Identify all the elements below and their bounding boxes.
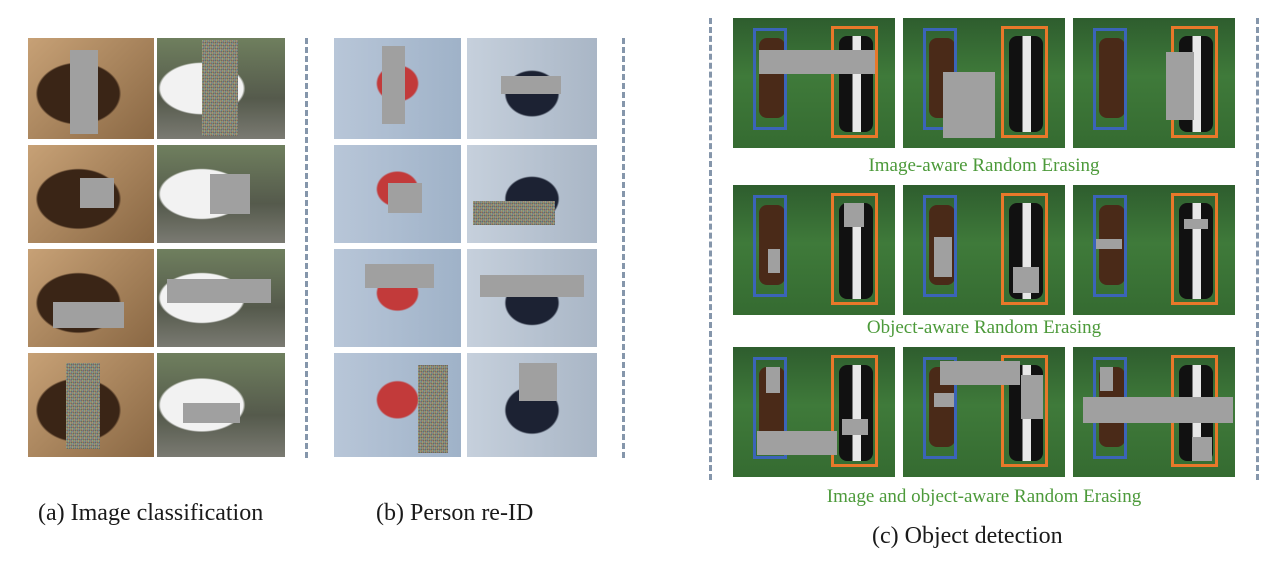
erased-patch (167, 279, 271, 303)
erased-patch (519, 363, 557, 401)
erased-patch (943, 72, 995, 138)
bbox-blue (923, 357, 957, 459)
bbox-orange (831, 193, 878, 305)
erased-patch (1083, 397, 1233, 423)
bbox-orange (1171, 193, 1218, 305)
noise-patch (66, 363, 100, 449)
erased-patch (1021, 375, 1043, 419)
bbox-orange (1001, 193, 1048, 305)
erased-patch (759, 50, 875, 74)
horse-black-white (1009, 36, 1043, 132)
dog-photo-1 (28, 38, 154, 139)
erased-patch (1013, 267, 1039, 293)
bbox-orange (1001, 26, 1048, 138)
erased-patch (365, 264, 434, 288)
erased-patch (80, 178, 114, 208)
caption-image-classification: (a) Image classification (38, 500, 264, 526)
bbox-orange (1001, 355, 1048, 467)
caption-person-reid: (b) Person re-ID (376, 500, 534, 526)
car-photo-4 (157, 353, 285, 457)
erased-patch (842, 419, 868, 435)
divider-left (305, 38, 308, 458)
horse-photo-r3c3 (1073, 347, 1235, 477)
person-photo-5 (467, 38, 597, 139)
erased-patch (1166, 52, 1194, 120)
erased-patch (768, 249, 780, 273)
bbox-blue (1093, 28, 1127, 130)
bbox-blue (753, 357, 787, 459)
car-photo-1 (157, 38, 285, 139)
subcaption-row3: Image and object-aware Random Erasing (826, 486, 1142, 507)
erased-patch (766, 367, 780, 393)
horse-photo-r2c3 (1073, 185, 1235, 315)
caption-object-detection: (c) Object detection (872, 523, 1063, 549)
dog-photo-2 (28, 145, 154, 243)
erased-patch (53, 302, 124, 328)
person-photo-6 (467, 145, 597, 243)
erased-patch (388, 183, 422, 213)
erased-patch (1096, 239, 1122, 249)
erased-patch (1192, 437, 1212, 461)
noise-patch (473, 201, 555, 225)
car-photo-3 (157, 249, 285, 347)
erased-patch (1100, 367, 1113, 391)
bbox-blue (753, 28, 787, 130)
bbox-blue (923, 195, 957, 297)
erased-patch (844, 203, 864, 227)
person-photo-7 (467, 249, 597, 347)
horse-photo-r3c2 (903, 347, 1065, 477)
bbox-orange (831, 26, 878, 138)
subcaption-row1: Image-aware Random Erasing (868, 155, 1100, 176)
erased-patch (757, 431, 837, 455)
erased-patch (382, 46, 405, 124)
horse-photo-r2c2 (903, 185, 1065, 315)
horse-photo-r1c2 (903, 18, 1065, 148)
erased-patch (70, 50, 98, 134)
erased-patch (1184, 219, 1208, 229)
horse-photo-r1c3 (1073, 18, 1235, 148)
horse-photo-r3c1 (733, 347, 895, 477)
erased-patch (183, 403, 240, 423)
erased-patch (940, 361, 1020, 385)
bbox-blue (753, 195, 787, 297)
subcaption-row2: Object-aware Random Erasing (866, 317, 1102, 338)
erased-patch (480, 275, 584, 297)
dog-photo-4 (28, 353, 154, 457)
horse-brown (1099, 38, 1125, 118)
bbox-blue (1093, 195, 1127, 297)
horse-photo-r2c1 (733, 185, 895, 315)
person-photo-1 (334, 38, 461, 139)
horse-black-white (839, 365, 873, 461)
erased-patch (934, 237, 952, 277)
erased-patch (501, 76, 561, 94)
divider-right-right (1256, 18, 1259, 480)
person-photo-2 (334, 145, 461, 243)
dog-photo-3 (28, 249, 154, 347)
noise-patch (418, 365, 448, 453)
noise-patch (202, 40, 238, 136)
bbox-orange (831, 355, 878, 467)
car-photo-2 (157, 145, 285, 243)
erased-patch (934, 393, 954, 407)
person-photo-4 (334, 353, 461, 457)
person-photo-3 (334, 249, 461, 347)
divider-middle (622, 38, 625, 458)
divider-right-left (709, 18, 712, 480)
horse-photo-r1c1 (733, 18, 895, 148)
erased-patch (210, 174, 250, 214)
person-photo-8 (467, 353, 597, 457)
